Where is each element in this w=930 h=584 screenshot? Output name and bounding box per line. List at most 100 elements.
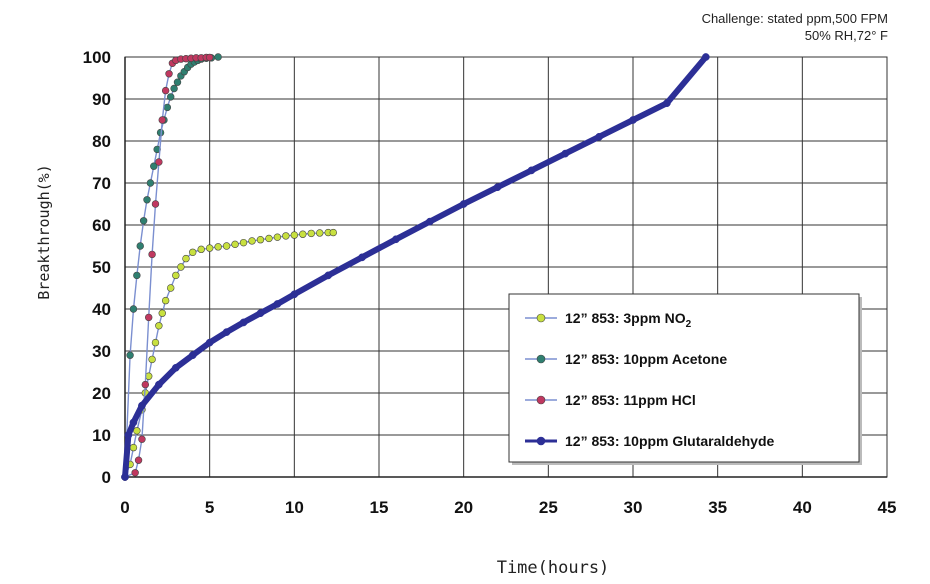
data-point — [129, 443, 138, 452]
data-point — [161, 296, 170, 305]
data-point — [143, 196, 151, 204]
data-point — [165, 70, 173, 78]
data-point — [231, 240, 239, 249]
data-point — [316, 229, 324, 237]
data-point — [167, 284, 175, 292]
challenge-note: Challenge: stated ppm,500 FPM 50% RH,72°… — [702, 10, 888, 44]
y-tick-label: 50 — [92, 258, 111, 277]
y-tick-label: 80 — [92, 132, 111, 151]
data-point — [141, 380, 150, 389]
data-point — [239, 238, 248, 247]
challenge-line-2: 50% RH,72° F — [804, 28, 888, 43]
data-point — [273, 300, 282, 308]
data-point — [133, 271, 141, 280]
data-point — [205, 244, 214, 252]
data-point — [124, 431, 133, 439]
challenge-line-1: Challenge: stated ppm,500 FPM — [701, 11, 888, 26]
data-point — [205, 338, 214, 347]
data-point — [172, 271, 180, 280]
data-point — [161, 86, 170, 95]
data-point — [663, 99, 671, 108]
data-point — [459, 200, 468, 208]
data-point — [290, 231, 299, 239]
legend-box — [508, 293, 860, 463]
data-point — [282, 232, 290, 240]
x-tick-label: 30 — [624, 498, 643, 517]
data-point — [138, 435, 146, 443]
series — [121, 53, 710, 481]
data-point — [701, 53, 710, 61]
y-tick-label: 10 — [92, 426, 111, 445]
y-tick-label: 20 — [92, 384, 111, 403]
data-point — [177, 263, 185, 271]
data-point — [145, 313, 153, 322]
legend-swatch-marker — [536, 436, 546, 446]
x-tick-label: 5 — [205, 498, 214, 517]
x-tick-label: 35 — [708, 498, 727, 517]
data-point — [148, 355, 156, 364]
data-point — [155, 322, 163, 330]
data-point — [151, 200, 160, 208]
x-tick-label: 0 — [120, 498, 129, 517]
legend: 12” 853: 3ppm NO2 12” 853: 10ppm Acetone 1… — [508, 293, 862, 465]
data-point — [151, 338, 160, 347]
legend-label: 12” 853: 11ppm HCl — [565, 392, 696, 408]
data-point — [561, 149, 570, 158]
data-point — [256, 309, 265, 318]
x-tick-label: 40 — [793, 498, 812, 517]
data-point — [248, 237, 256, 245]
data-point — [133, 427, 141, 435]
legend-label-subscript: 2 — [686, 319, 692, 330]
data-point — [493, 183, 502, 192]
data-point — [222, 328, 231, 336]
data-point — [205, 53, 214, 62]
data-point — [324, 271, 333, 280]
y-tick-label: 60 — [92, 216, 111, 235]
y-tick-label: 100 — [83, 48, 111, 67]
x-tick-label: 15 — [370, 498, 389, 517]
series-3 — [121, 53, 710, 481]
legend-label: 12” 853: 10ppm Glutaraldehyde — [565, 433, 775, 449]
data-point — [150, 162, 158, 170]
data-point — [329, 228, 337, 237]
x-tick-label: 20 — [454, 498, 473, 517]
y-tick-label: 90 — [92, 90, 111, 109]
data-point — [126, 351, 134, 359]
data-point — [265, 234, 273, 243]
legend-swatch-marker — [536, 313, 546, 323]
data-point — [222, 242, 231, 250]
data-point — [629, 116, 637, 124]
data-point — [256, 236, 265, 244]
legend-label: 12” 853: 10ppm Acetone — [565, 351, 727, 367]
data-point — [392, 235, 400, 244]
data-point — [136, 242, 144, 250]
data-point — [139, 217, 148, 225]
y-tick-label: 70 — [92, 174, 111, 193]
data-point — [197, 245, 205, 254]
data-point — [171, 363, 180, 372]
data-point — [131, 469, 139, 477]
data-point — [155, 380, 163, 389]
y-tick-label: 40 — [92, 300, 111, 319]
data-point — [182, 254, 190, 263]
data-point — [158, 309, 166, 317]
data-point — [527, 166, 536, 175]
data-point — [134, 456, 143, 464]
axes: 0 5 10 15 20 25 30 35 40 45 0 10 20 30 40 50 60 70 80 90 100 — [83, 48, 897, 517]
data-point — [163, 103, 172, 112]
data-point — [167, 93, 175, 101]
data-point — [188, 351, 197, 360]
x-tick-label: 25 — [539, 498, 558, 517]
data-point — [189, 248, 197, 257]
data-point — [273, 233, 282, 241]
data-point — [299, 230, 307, 238]
y-tick-label: 0 — [102, 468, 111, 487]
data-point — [148, 250, 156, 259]
data-point — [146, 179, 155, 187]
data-point — [155, 158, 163, 166]
x-tick-label: 10 — [285, 498, 304, 517]
data-point — [138, 401, 146, 410]
data-point — [129, 305, 138, 313]
data-point — [595, 132, 603, 141]
data-point — [358, 253, 366, 262]
